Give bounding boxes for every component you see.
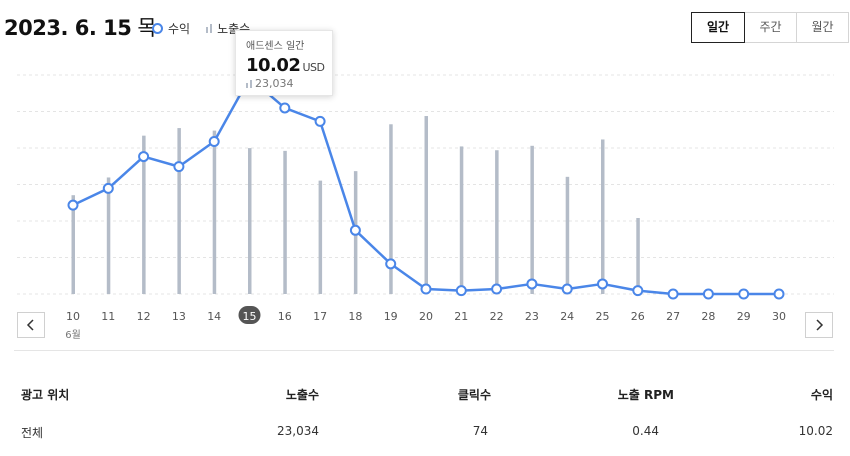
impressions-bar xyxy=(283,150,287,294)
x-tick-label: 12 xyxy=(137,310,151,323)
impressions-bar xyxy=(495,150,499,294)
x-tick-label: 29 xyxy=(737,310,751,323)
col-header-revenue: 수익 xyxy=(810,388,833,402)
x-tick-label: 26 xyxy=(631,310,645,323)
bar-chart-icon xyxy=(246,79,252,88)
tooltip-impressions: 23,034 xyxy=(246,77,322,90)
revenue-point xyxy=(349,224,361,236)
revenue-point xyxy=(102,182,114,194)
chart-tooltip: 애드센스 일간 10.02 USD 23,034 xyxy=(235,30,333,96)
impressions-bar xyxy=(106,177,111,294)
x-tick-label: 28 xyxy=(701,310,715,323)
revenue-point xyxy=(67,199,79,211)
cell-ad-position: 전체 xyxy=(21,426,44,440)
x-tick-label: 20 xyxy=(419,310,433,323)
cell-revenue: 10.02 xyxy=(798,424,833,438)
x-tick-label: 30 xyxy=(772,310,786,323)
col-header-rpm: 노출 RPM xyxy=(617,388,674,402)
impressions-bar xyxy=(177,128,181,294)
x-tick-label: 13 xyxy=(172,310,186,323)
x-tick-label: 17 xyxy=(313,310,327,323)
impressions-bar xyxy=(424,116,428,295)
col-header-impressions: 노출수 xyxy=(285,388,319,402)
impressions-bar xyxy=(142,135,146,294)
line-marker-icon xyxy=(152,23,163,34)
impressions-bar xyxy=(318,180,323,294)
revenue-point xyxy=(208,135,220,147)
next-period-button[interactable] xyxy=(805,312,833,338)
x-tick-label: 15 xyxy=(243,310,257,323)
revenue-point xyxy=(597,278,608,290)
period-toggle: 일간 주간 월간 xyxy=(691,12,849,43)
impressions-bar xyxy=(636,218,640,294)
impressions-bar xyxy=(71,195,75,294)
x-tick-label: 25 xyxy=(596,310,610,323)
selected-day-marker xyxy=(238,306,261,324)
impressions-bar xyxy=(248,148,252,294)
x-tick-label: 22 xyxy=(490,310,504,323)
x-tick-label: 27 xyxy=(666,310,680,323)
x-tick-label: 14 xyxy=(207,310,221,323)
col-header-clicks: 클릭수 xyxy=(457,388,491,402)
legend-revenue: 수익 xyxy=(152,20,190,37)
date-text: 2023. 6. 15 xyxy=(4,16,132,40)
x-tick-label: 24 xyxy=(560,310,574,323)
tab-weekly[interactable]: 주간 xyxy=(744,13,796,42)
col-header-ad-position: 광고 위치 xyxy=(21,388,70,402)
x-tick-label: 19 xyxy=(384,310,398,323)
section-divider xyxy=(14,350,834,351)
revenue-point xyxy=(455,285,467,297)
tooltip-title: 애드센스 일간 xyxy=(246,41,305,52)
revenue-point xyxy=(526,278,538,290)
revenue-point xyxy=(385,258,397,270)
revenue-point xyxy=(138,151,150,163)
tab-monthly[interactable]: 월간 xyxy=(796,13,848,42)
impressions-bar xyxy=(459,146,464,294)
revenue-point xyxy=(561,283,573,295)
selected-date: 2023. 6. 15 목 xyxy=(4,12,157,42)
revenue-point xyxy=(279,102,291,114)
day-of-week: 목 xyxy=(137,16,157,40)
revenue-point xyxy=(420,283,432,295)
tooltip-revenue: 10.02 USD xyxy=(246,55,325,76)
chevron-right-icon xyxy=(816,319,824,331)
impressions-bar xyxy=(389,124,393,295)
revenue-point xyxy=(773,288,785,300)
x-tick-label: 23 xyxy=(525,310,539,323)
prev-period-button[interactable] xyxy=(17,312,45,338)
bar-chart-icon xyxy=(206,24,213,33)
tab-daily[interactable]: 일간 xyxy=(691,12,745,43)
x-tick-label: 16 xyxy=(278,310,292,323)
x-tick-label: 10 xyxy=(66,310,80,323)
revenue-point xyxy=(491,283,503,295)
cell-impressions: 23,034 xyxy=(277,424,319,438)
tooltip-impressions-value: 23,034 xyxy=(255,77,294,90)
impressions-bar xyxy=(530,145,534,294)
revenue-impressions-chart: 10 11 12 13 14 15 16 17 18 19 20 21 22 23 24 25 26 27 28 29… xyxy=(17,71,834,341)
cell-clicks: 74 xyxy=(472,424,488,438)
chevron-left-icon xyxy=(26,319,34,331)
revenue-point xyxy=(738,288,750,300)
month-label: 6월 xyxy=(65,329,81,341)
cell-rpm: 0.44 xyxy=(632,424,659,438)
tooltip-revenue-value: 10.02 xyxy=(246,55,301,76)
impressions-bar xyxy=(212,130,217,294)
revenue-point xyxy=(632,285,644,297)
tooltip-currency: USD xyxy=(302,61,325,74)
impressions-bar xyxy=(565,176,570,294)
revenue-point xyxy=(314,115,326,127)
x-tick-label: 11 xyxy=(101,310,115,323)
revenue-point xyxy=(667,288,679,300)
x-tick-label: 21 xyxy=(454,310,468,323)
revenue-point xyxy=(173,161,185,173)
revenue-point xyxy=(702,288,714,300)
x-tick-label: 18 xyxy=(348,310,362,323)
impressions-bar xyxy=(601,139,605,294)
legend-revenue-label: 수익 xyxy=(168,22,191,36)
